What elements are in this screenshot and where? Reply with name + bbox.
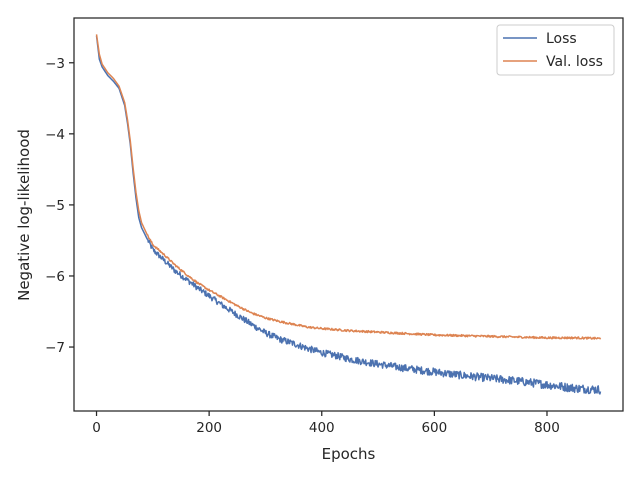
series-group (95, 34, 602, 395)
y-tick-label: −7 (45, 340, 65, 356)
legend: Loss Val. loss (496, 24, 615, 76)
series-line-val-loss (95, 34, 602, 340)
axes-frame (73, 17, 624, 412)
x-axis-label: Epochs (322, 445, 376, 463)
legend-label-loss: Loss (546, 31, 577, 47)
y-tick-label: −5 (45, 198, 65, 214)
y-tick-label: −3 (45, 56, 65, 72)
legend-label-val-loss: Val. loss (546, 54, 603, 70)
y-axis-label: Negative log-likelihood (15, 129, 33, 301)
x-tick-label: 200 (196, 420, 222, 436)
y-tick-label: −4 (45, 127, 65, 143)
series-line-loss (95, 35, 602, 395)
x-tick-label: 400 (309, 420, 335, 436)
x-axis-ticks: 0 200 400 600 800 (92, 411, 560, 436)
plot-area (74, 18, 623, 411)
y-tick-label: −6 (45, 269, 65, 285)
y-axis-ticks: −3 −4 −5 −6 −7 (45, 56, 74, 356)
x-tick-label: 0 (92, 420, 101, 436)
x-tick-label: 800 (534, 420, 560, 436)
x-tick-label: 600 (421, 420, 447, 436)
